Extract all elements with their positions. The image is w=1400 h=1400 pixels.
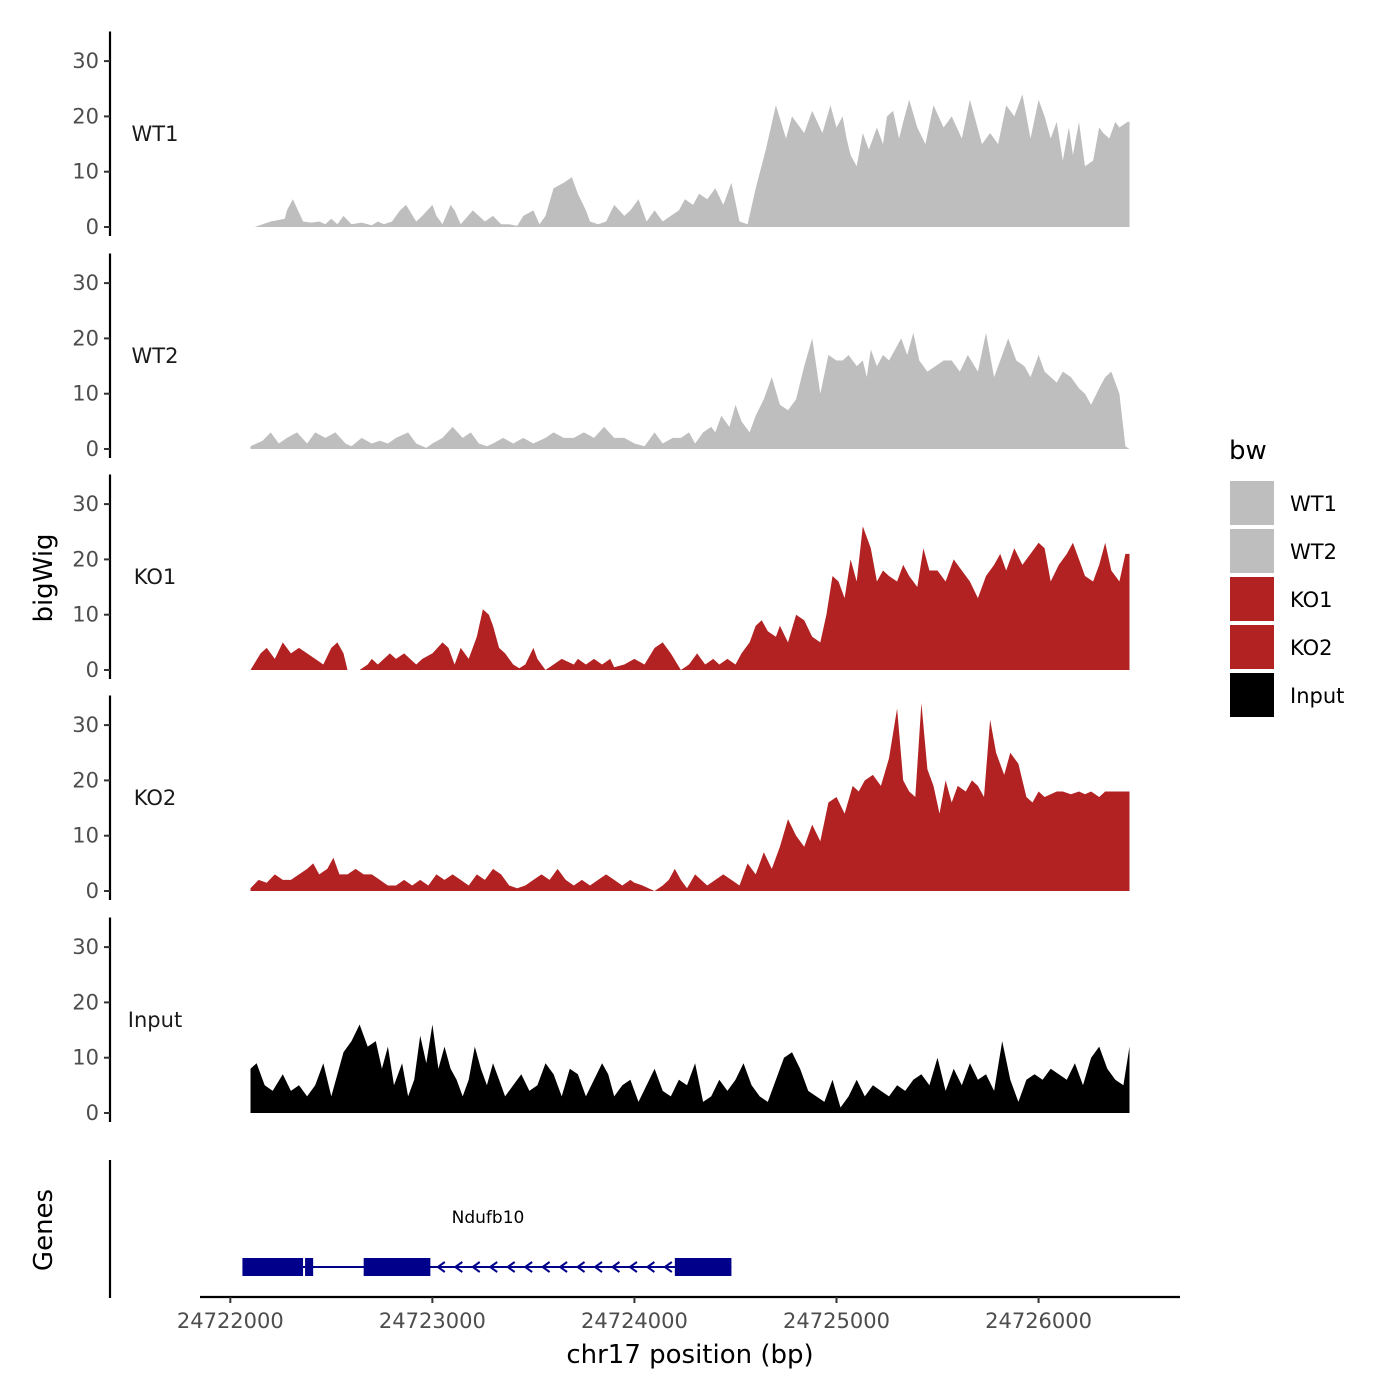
x-axis-title: chr17 position (bp) xyxy=(566,1340,813,1370)
x-tick-label: 24723000 xyxy=(379,1309,486,1333)
track-label: WT2 xyxy=(132,344,179,368)
legend: bw WT1 WT2 KO1 KO2 Input xyxy=(1228,436,1344,719)
track-label: KO1 xyxy=(134,565,177,589)
signal-area-input xyxy=(250,1024,1130,1113)
strand-arrow xyxy=(628,1261,638,1273)
strand-arrow xyxy=(540,1261,551,1273)
y-axis-title: bigWig xyxy=(29,533,59,622)
strand-arrow xyxy=(436,1261,446,1273)
y-tick-label: 0 xyxy=(86,879,99,903)
gene-exon xyxy=(242,1258,304,1276)
legend-swatch-ko1 xyxy=(1228,575,1276,623)
signal-area-wt1 xyxy=(254,94,1130,227)
track-wt2: 0 10 20 30 WT2 xyxy=(72,253,1130,461)
x-tick-label: 24724000 xyxy=(581,1309,688,1333)
strand-arrow xyxy=(523,1261,533,1273)
legend-swatch-wt2 xyxy=(1228,527,1276,575)
signal-tracks: 0 10 20 30 WT1 0 10 20 30 WT2 0 10 20 30 KO1 0 10 20 30 KO2… xyxy=(72,31,1130,1125)
strand-arrow xyxy=(645,1261,655,1273)
track-label: WT1 xyxy=(132,122,179,146)
strand-arrow xyxy=(488,1261,498,1273)
strand-arrow xyxy=(453,1261,463,1273)
track-input: 0 10 20 30 Input xyxy=(72,917,1130,1125)
x-tick-label: 24726000 xyxy=(985,1309,1092,1333)
gene-exon xyxy=(305,1258,314,1276)
y-tick-label: 20 xyxy=(72,990,99,1014)
y-tick-label: 0 xyxy=(86,437,99,461)
legend-label-ko1: KO1 xyxy=(1290,588,1333,612)
genes-axis-title: Genes xyxy=(29,1189,59,1271)
strand-arrow xyxy=(558,1261,568,1273)
track-label: KO2 xyxy=(134,786,177,810)
signal-area-wt2 xyxy=(250,332,1130,449)
track-wt1: 0 10 20 30 WT1 xyxy=(72,31,1130,239)
strand-arrow xyxy=(610,1261,621,1273)
y-tick-label: 10 xyxy=(72,160,99,184)
strand-arrow xyxy=(663,1261,673,1273)
strand-arrow xyxy=(593,1261,603,1273)
track-ko1: 0 10 20 30 KO1 xyxy=(72,474,1130,682)
x-tick-label: 24722000 xyxy=(177,1309,284,1333)
y-tick-label: 20 xyxy=(72,104,99,128)
gene-exon xyxy=(363,1258,431,1276)
legend-swatch-ko2 xyxy=(1228,623,1276,671)
strand-arrow xyxy=(505,1261,516,1273)
y-tick-label: 20 xyxy=(72,768,99,792)
y-tick-label: 20 xyxy=(72,547,99,571)
legend-swatch-input xyxy=(1228,671,1276,719)
y-tick-label: 10 xyxy=(72,1046,99,1070)
genes-panel: Ndufb10 xyxy=(108,1160,732,1298)
y-tick-label: 10 xyxy=(72,382,99,406)
legend-label-wt2: WT2 xyxy=(1290,540,1337,564)
y-tick-label: 30 xyxy=(72,492,99,516)
track-label: Input xyxy=(128,1008,182,1032)
y-tick-label: 0 xyxy=(86,1101,99,1125)
y-tick-label: 30 xyxy=(72,935,99,959)
x-axis: 24722000 24723000 24724000 24725000 24726000 xyxy=(177,1295,1180,1333)
strand-arrow xyxy=(575,1261,586,1273)
y-tick-label: 30 xyxy=(72,271,99,295)
track-ko2: 0 10 20 30 KO2 xyxy=(72,695,1130,903)
y-tick-label: 30 xyxy=(72,713,99,737)
y-tick-label: 0 xyxy=(86,658,99,682)
y-tick-label: 20 xyxy=(72,326,99,350)
y-tick-label: 0 xyxy=(86,215,99,239)
x-tick-label: 24725000 xyxy=(783,1309,890,1333)
signal-area-ko2 xyxy=(250,703,1130,891)
gene-name-label: Ndufb10 xyxy=(452,1208,525,1228)
legend-label-wt1: WT1 xyxy=(1290,492,1337,516)
legend-title: bw xyxy=(1229,436,1267,466)
strand-arrow xyxy=(471,1261,481,1273)
gene-exon xyxy=(674,1258,732,1276)
legend-swatch-wt1 xyxy=(1228,479,1276,527)
signal-area-ko1 xyxy=(250,526,1130,670)
y-tick-label: 10 xyxy=(72,603,99,627)
legend-label-input: Input xyxy=(1290,684,1344,708)
y-tick-label: 10 xyxy=(72,824,99,848)
legend-label-ko2: KO2 xyxy=(1290,636,1333,660)
y-tick-label: 30 xyxy=(72,49,99,73)
